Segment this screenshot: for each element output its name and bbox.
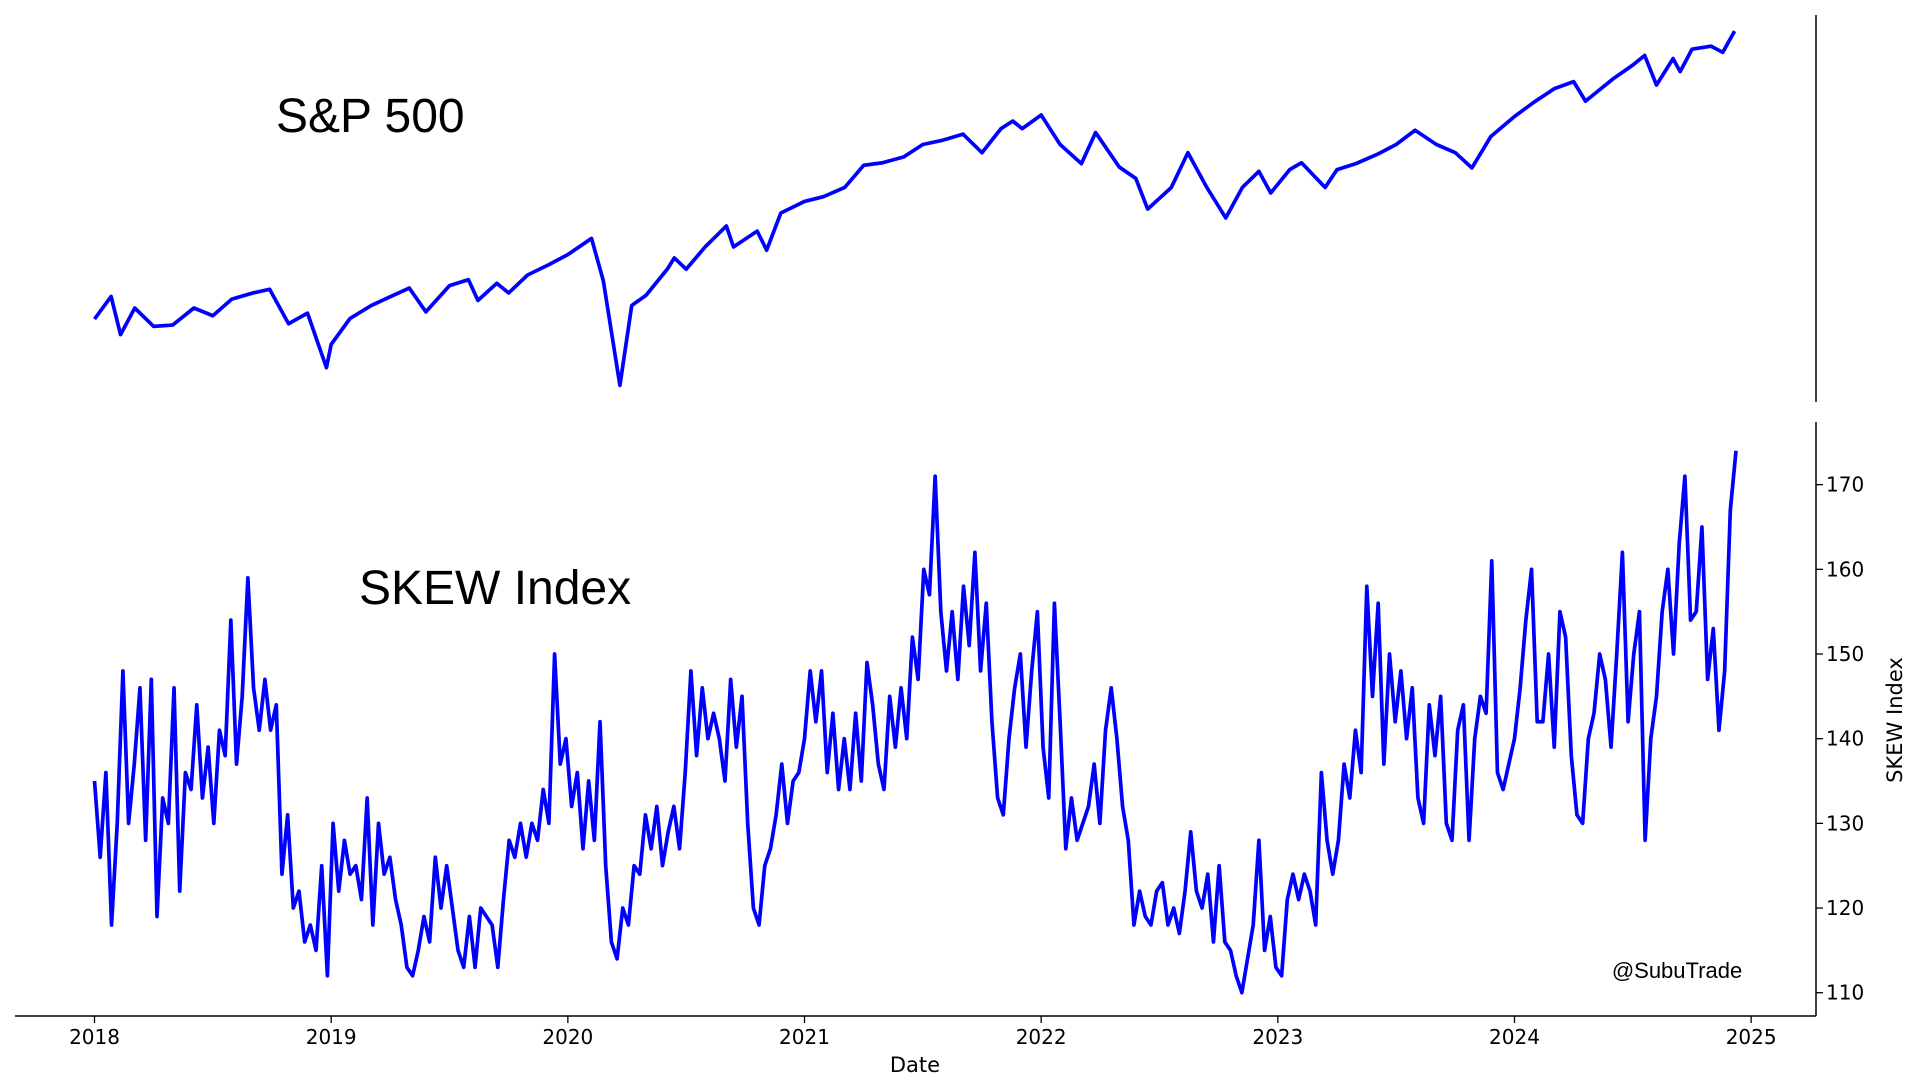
x-tick-label: 2022 (1016, 1025, 1067, 1049)
y-tick-label: 130 (1826, 811, 1864, 835)
panel-title: SKEW Index (359, 562, 631, 615)
x-tick-label: 2018 (69, 1025, 120, 1049)
y-axis-label: SKEW Index (1883, 657, 1907, 783)
y-tick-label: 110 (1826, 981, 1864, 1005)
y-tick-label: 120 (1826, 896, 1864, 920)
data-line (93, 30, 1737, 388)
x-tick-label: 2020 (542, 1025, 593, 1049)
y-tick-label: 150 (1826, 642, 1864, 666)
x-tick-label: 2023 (1252, 1025, 1303, 1049)
x-tick-label: 2024 (1489, 1025, 1540, 1049)
y-tick-label: 160 (1826, 557, 1864, 581)
x-tick-label: 2025 (1726, 1025, 1777, 1049)
x-tick-label: 2019 (306, 1025, 357, 1049)
y-tick-label: 170 (1826, 473, 1864, 497)
data-line (92, 450, 1738, 995)
panel-title: S&P 500 (276, 90, 465, 143)
y-tick-label: 140 (1826, 727, 1864, 751)
x-axis-label: Date (890, 1053, 940, 1077)
annotation: @SubuTrade (1612, 958, 1742, 983)
x-tick-label: 2021 (779, 1025, 830, 1049)
